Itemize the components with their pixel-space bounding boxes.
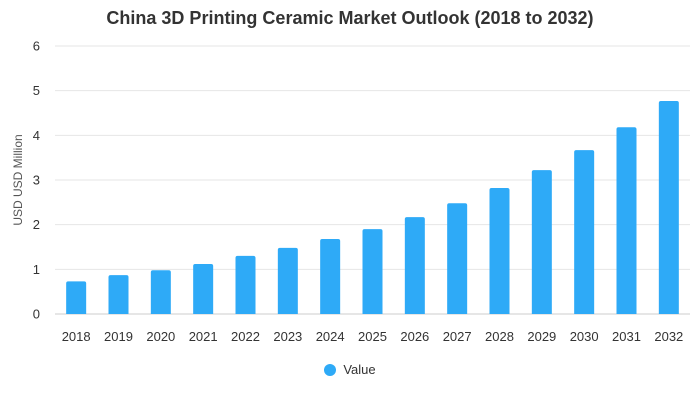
x-tick-label: 2031	[612, 329, 641, 344]
y-tick-label: 5	[33, 83, 40, 98]
y-tick-label: 4	[33, 128, 40, 143]
x-tick-label: 2021	[189, 329, 218, 344]
bar	[277, 247, 298, 314]
x-tick-label: 2025	[358, 329, 387, 344]
y-tick-label: 1	[33, 262, 40, 277]
legend: Value	[0, 362, 700, 377]
x-tick-label: 2024	[316, 329, 345, 344]
y-axis-ticks: 0 1 2 3 4 5 6	[33, 39, 40, 322]
y-tick-label: 2	[33, 217, 40, 232]
x-tick-label: 2029	[527, 329, 556, 344]
legend-label: Value	[343, 362, 376, 377]
bar	[658, 100, 679, 314]
y-tick-label: 3	[33, 173, 40, 188]
bar	[447, 203, 468, 314]
x-tick-label: 2019	[104, 329, 133, 344]
chart-title: China 3D Printing Ceramic Market Outlook…	[106, 8, 594, 28]
legend-swatch	[324, 363, 337, 376]
x-tick-label: 2030	[570, 329, 599, 344]
x-tick-label: 2023	[273, 329, 302, 344]
x-tick-label: 2026	[400, 329, 429, 344]
bar	[150, 270, 171, 314]
bar	[489, 188, 510, 314]
x-tick-label: 2022	[231, 329, 260, 344]
bar	[66, 281, 87, 314]
x-tick-label: 2020	[146, 329, 175, 344]
x-tick-label: 2027	[443, 329, 472, 344]
bar	[616, 127, 637, 314]
bar	[574, 150, 595, 314]
x-axis-ticks: 2018 2019 2020 2021 2022 2023 2024 2025 2026 2027…	[62, 329, 684, 344]
y-tick-label: 0	[33, 307, 40, 322]
bar	[193, 263, 214, 314]
bar	[404, 217, 425, 314]
bars	[66, 100, 679, 314]
bar	[235, 255, 256, 314]
bar	[320, 238, 341, 314]
bar	[531, 170, 552, 314]
bar	[108, 275, 129, 314]
x-tick-label: 2028	[485, 329, 514, 344]
y-tick-label: 6	[33, 39, 40, 54]
x-tick-label: 2032	[654, 329, 683, 344]
x-tick-label: 2018	[62, 329, 91, 344]
bar	[362, 229, 383, 314]
y-axis-label: USD USD Million	[11, 134, 25, 225]
